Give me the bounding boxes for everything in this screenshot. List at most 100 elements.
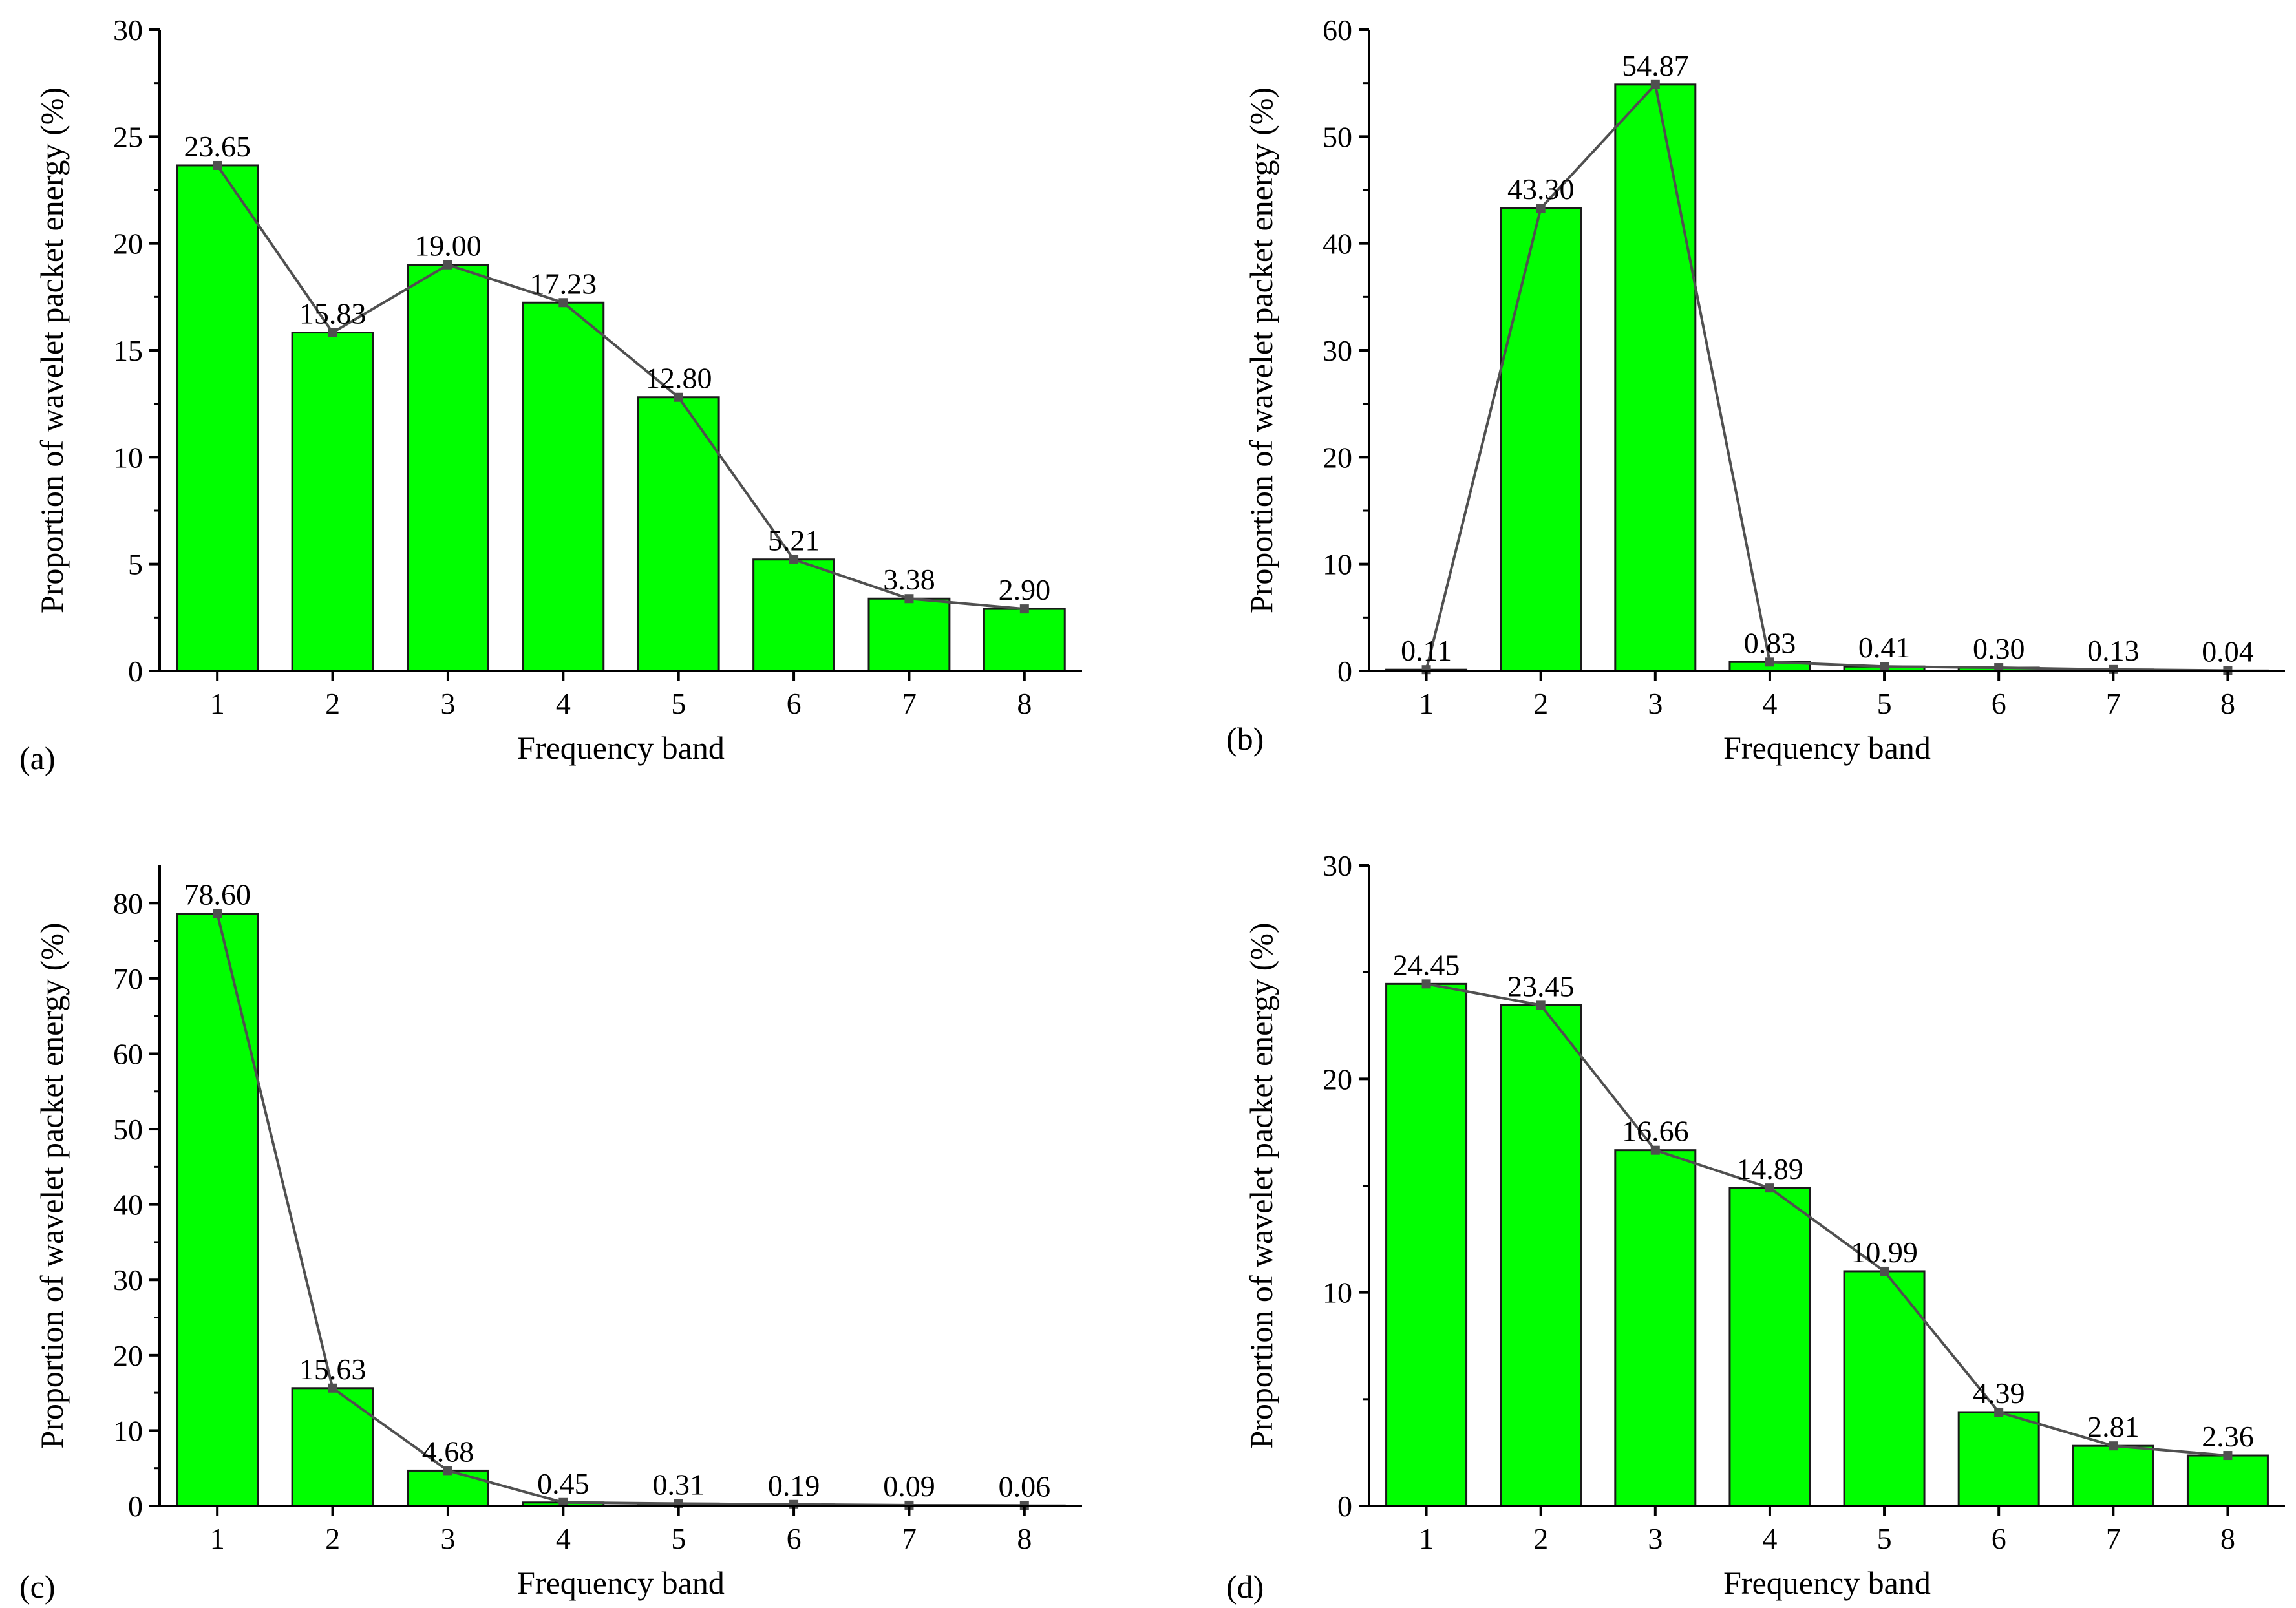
chart-3-data-label-3: 16.66 <box>1622 1115 1689 1148</box>
chart-2-y-tick-label-6: 60 <box>113 1037 143 1070</box>
chart-0-marker-1 <box>213 160 222 170</box>
chart-0-panel: 23.65 15.83 19.00 17.23 12.80 5.21 3.38 2.90 0 5 1… <box>19 14 1082 776</box>
chart-3-data-label-7: 2.81 <box>2087 1410 2140 1443</box>
chart-2-data-label-1: 78.60 <box>184 878 251 911</box>
chart-1-marker-5 <box>1880 662 1889 672</box>
chart-1-x-tick-label-6: 6 <box>1992 687 2006 720</box>
chart-2-x-tick-label-8: 8 <box>1017 1522 1032 1555</box>
chart-1-panel-label: (b) <box>1226 721 1264 757</box>
chart-0-data-label-6: 5.21 <box>768 524 820 557</box>
chart-1-data-label-7: 0.13 <box>2087 634 2140 667</box>
chart-1-x-tick-label-5: 5 <box>1877 687 1892 720</box>
chart-3-bar-3 <box>1614 1149 1697 1507</box>
chart-1-x-tick-label-4: 4 <box>1762 687 1777 720</box>
chart-0-marker-3 <box>443 260 452 270</box>
chart-3-y-tick-label-1: 10 <box>1323 1276 1352 1309</box>
chart-0-bar-4 <box>522 301 605 672</box>
chart-1-y-tick-label-6: 60 <box>1323 14 1352 47</box>
chart-2-panel: 78.60 15.63 4.68 0.45 0.31 0.19 0.09 0.06 0 10 20 3… <box>19 865 1082 1605</box>
chart-0-x-axis-title: Frequency band <box>517 730 725 766</box>
chart-3-bar-6 <box>1957 1411 2040 1507</box>
chart-3-y-tick-label-2: 20 <box>1323 1063 1352 1095</box>
chart-2-y-tick-label-8: 80 <box>113 887 143 920</box>
chart-1-data-label-1: 0.11 <box>1401 634 1452 667</box>
chart-3-x-tick-label-4: 4 <box>1762 1522 1777 1555</box>
chart-2-data-label-2: 15.63 <box>299 1353 367 1386</box>
chart-2-y-axis-title: Proportion of wavelet packet energy (%) <box>34 922 70 1448</box>
chart-1-y-tick-label-4: 40 <box>1323 227 1352 260</box>
chart-2-x-tick-label-2: 2 <box>325 1522 340 1555</box>
chart-1-marker-4 <box>1765 657 1774 667</box>
chart-0-bar-8 <box>983 608 1066 672</box>
chart-3-x-axis-title: Frequency band <box>1723 1565 1931 1601</box>
chart-3-marker-6 <box>1994 1407 2004 1417</box>
chart-3-panel: 24.45 23.45 16.66 14.89 10.99 4.39 2.81 2.36 0 10… <box>1226 849 2285 1605</box>
chart-3-trend-line <box>1426 982 2228 1457</box>
chart-3-panel-label: (d) <box>1226 1569 1264 1605</box>
chart-0-x-tick-label-8: 8 <box>1017 687 1032 720</box>
chart-1-data-label-4: 0.83 <box>1744 626 1796 659</box>
chart-3-data-label-8: 2.36 <box>2202 1420 2254 1453</box>
chart-2-y-tick-label-4: 40 <box>113 1189 143 1222</box>
chart-0-x-tick-label-5: 5 <box>671 687 686 720</box>
chart-0-panel-label: (a) <box>19 740 56 776</box>
chart-3-x-tick-label-1: 1 <box>1419 1522 1434 1555</box>
chart-1-x-tick-label-2: 2 <box>1533 687 1548 720</box>
chart-2-x-tick-label-7: 7 <box>902 1522 917 1555</box>
chart-0-data-label-8: 2.90 <box>999 573 1051 606</box>
chart-2-bar-1 <box>176 913 259 1507</box>
chart-1-data-label-5: 0.41 <box>1858 631 1911 664</box>
chart-3-x-tick-label-8: 8 <box>2220 1522 2235 1555</box>
chart-3-x-tick-label-6: 6 <box>1992 1522 2006 1555</box>
chart-0-x-tick-label-1: 1 <box>210 687 225 720</box>
chart-0-y-tick-label-2: 10 <box>113 441 143 474</box>
chart-2-bar-3 <box>407 1469 489 1507</box>
chart-0-bar-6 <box>752 558 835 672</box>
chart-3-marker-4 <box>1765 1183 1774 1193</box>
chart-0-trend-line <box>216 164 1025 611</box>
chart-0-marker-6 <box>789 555 799 564</box>
chart-2-x-tick-label-3: 3 <box>440 1522 455 1555</box>
chart-1-marker-3 <box>1650 79 1660 89</box>
chart-3-bar-8 <box>2186 1454 2269 1507</box>
chart-0-x-tick-label-6: 6 <box>787 687 802 720</box>
chart-0-data-label-1: 23.65 <box>184 130 251 163</box>
chart-1-x-tick-label-3: 3 <box>1648 687 1663 720</box>
chart-1-x-tick-label-1: 1 <box>1419 687 1434 720</box>
chart-3-data-label-5: 10.99 <box>1851 1236 1918 1269</box>
chart-2-data-label-4: 0.45 <box>537 1467 590 1500</box>
chart-2-x-tick-label-6: 6 <box>787 1522 802 1555</box>
chart-3-x-tick-label-5: 5 <box>1877 1522 1892 1555</box>
chart-0-bar-7 <box>867 597 951 672</box>
chart-0-y-tick-label-4: 20 <box>113 227 143 260</box>
chart-0-data-label-2: 15.83 <box>299 297 367 330</box>
chart-3-data-label-6: 4.39 <box>1973 1377 2025 1410</box>
chart-3-marker-1 <box>1421 979 1431 989</box>
chart-1-x-axis-title: Frequency band <box>1723 730 1931 766</box>
chart-0-x-tick-label-7: 7 <box>902 687 917 720</box>
chart-1-marker-2 <box>1536 204 1546 213</box>
chart-3-marker-2 <box>1536 1000 1546 1010</box>
chart-0-bar-1 <box>176 164 259 672</box>
chart-2-x-tick-label-5: 5 <box>671 1522 686 1555</box>
chart-1-data-label-3: 54.87 <box>1622 49 1689 82</box>
chart-2-marker-1 <box>213 909 222 918</box>
chart-1-y-tick-label-3: 30 <box>1323 334 1352 367</box>
chart-2-x-tick-label-4: 4 <box>556 1522 571 1555</box>
chart-3-y-tick-label-0: 0 <box>1337 1490 1352 1523</box>
chart-2-data-label-5: 0.31 <box>652 1468 705 1501</box>
chart-3-x-tick-label-7: 7 <box>2106 1522 2121 1555</box>
chart-3-bar-7 <box>2072 1444 2154 1507</box>
chart-2-panel-label: (c) <box>19 1569 56 1605</box>
chart-0-y-tick-label-6: 30 <box>113 14 143 47</box>
chart-2-y-tick-label-2: 20 <box>113 1339 143 1372</box>
chart-3-marker-5 <box>1880 1266 1889 1276</box>
chart-2-bar-2 <box>291 1387 374 1507</box>
chart-2-marker-3 <box>443 1466 452 1476</box>
chart-0-marker-8 <box>1019 604 1029 614</box>
chart-0-x-tick-label-4: 4 <box>556 687 571 720</box>
chart-2-x-axis-title: Frequency band <box>517 1565 725 1601</box>
chart-0-data-label-5: 12.80 <box>645 362 712 395</box>
chart-1-panel: 0.11 43.30 54.87 0.83 0.41 0.30 0.13 0.04 0 10 20 3… <box>1226 14 2285 766</box>
chart-2-y-tick-label-5: 50 <box>113 1113 143 1146</box>
